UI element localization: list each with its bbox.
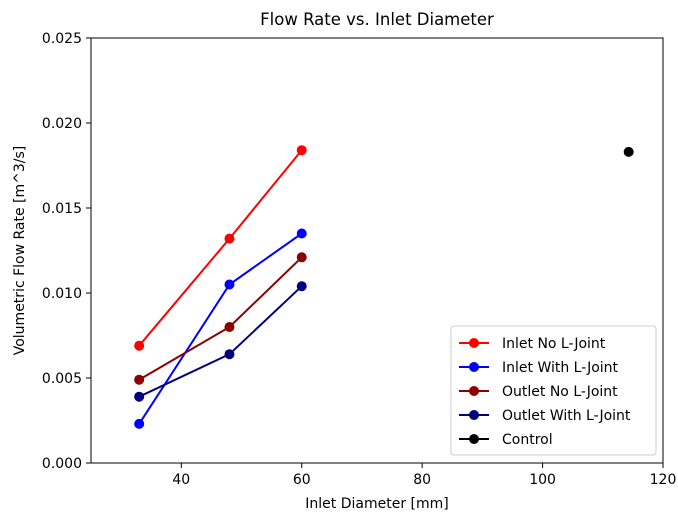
- series-line: [138, 149, 303, 347]
- y-tick-label: 0.010: [42, 286, 82, 302]
- legend-item: Inlet No L-Joint: [459, 336, 606, 352]
- data-point: [296, 145, 307, 156]
- y-tick-label: 0.005: [42, 371, 82, 387]
- x-tick-label: 40: [172, 472, 190, 488]
- x-tick-label: 100: [529, 472, 556, 488]
- data-point: [224, 322, 235, 332]
- series-2: [134, 252, 307, 385]
- data-point: [134, 391, 145, 402]
- data-point: [134, 418, 145, 429]
- x-tick-label: 60: [293, 472, 311, 488]
- series-line: [138, 285, 303, 398]
- series-line: [138, 232, 303, 425]
- legend: Inlet No L-Joint Inlet With L-Joint Outlet…: [450, 325, 657, 456]
- x-tick-label: 120: [650, 472, 677, 488]
- series-4: [623, 146, 634, 157]
- chart-title: Flow Rate vs. Inlet Diameter: [260, 10, 494, 29]
- legend-marker-icon: [469, 338, 479, 348]
- legend-item: Outlet No L-Joint: [459, 384, 618, 400]
- y-tick-label: 0.025: [42, 31, 82, 47]
- legend-label: Inlet With L-Joint: [502, 360, 619, 376]
- data-point: [296, 228, 307, 239]
- y-tick-label: 0.020: [42, 116, 82, 132]
- data-point: [623, 146, 634, 157]
- series-1: [134, 228, 307, 429]
- data-point: [296, 281, 307, 292]
- legend-marker-icon: [469, 410, 479, 420]
- plot-frame: [90, 37, 664, 464]
- x-axis-label: Inlet Diameter [mm]: [305, 496, 448, 512]
- legend-label: Inlet No L-Joint: [502, 336, 606, 352]
- y-tick-label: 0.000: [42, 456, 82, 472]
- legend-marker-icon: [469, 386, 479, 396]
- series-0: [134, 145, 307, 351]
- y-tick-label: 0.015: [42, 201, 82, 217]
- legend-label: Outlet With L-Joint: [502, 408, 631, 424]
- series-3: [134, 281, 307, 402]
- y-axis-label: Volumetric Flow Rate [m^3/s]: [12, 146, 28, 356]
- data-point: [224, 349, 235, 360]
- series-line: [138, 256, 303, 381]
- data-point: [224, 279, 235, 290]
- legend-label: Control: [502, 432, 553, 448]
- legend-box: [450, 325, 657, 456]
- legend-label: Outlet No L-Joint: [502, 384, 618, 400]
- legend-item: Inlet With L-Joint: [459, 360, 619, 376]
- data-point: [134, 374, 145, 385]
- legend-item: Control: [459, 432, 553, 448]
- legend-marker-icon: [469, 362, 479, 372]
- legend-marker-icon: [469, 434, 479, 444]
- data-point: [224, 233, 235, 244]
- data-point: [134, 340, 145, 351]
- legend-item: Outlet With L-Joint: [459, 408, 631, 424]
- x-tick-label: 80: [413, 472, 431, 488]
- data-point: [296, 252, 307, 263]
